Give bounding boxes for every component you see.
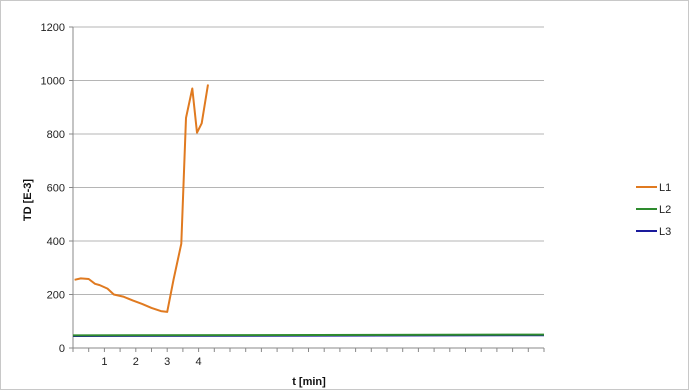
series-line-l1 (74, 84, 209, 313)
legend: L1 L2 L3 (636, 182, 671, 238)
x-tick-label: 1 (101, 356, 107, 368)
x-axis-title: t [min] (292, 376, 326, 388)
x-tick-label: 4 (196, 356, 202, 368)
y-tick-label: 800 (47, 129, 65, 141)
x-tick-label: 3 (164, 356, 170, 368)
y-tick-label: 200 (47, 290, 65, 302)
y-tick-label: 0 (59, 343, 65, 355)
plot-area: 0 200 400 600 800 1000 1200 1 2 3 4 (41, 22, 545, 368)
x-tick-label: 2 (133, 356, 139, 368)
y-tick-label: 400 (47, 236, 65, 248)
series-line-l2 (72, 333, 545, 337)
legend-label-l2: L2 (659, 204, 671, 216)
y-tick-label: 600 (47, 183, 65, 195)
legend-label-l1: L1 (659, 182, 671, 194)
y-axis-title: TD [E-3] (22, 179, 34, 222)
y-tick-label: 1000 (41, 76, 65, 88)
legend-label-l3: L3 (659, 226, 671, 238)
y-tick-label: 1200 (41, 22, 65, 34)
